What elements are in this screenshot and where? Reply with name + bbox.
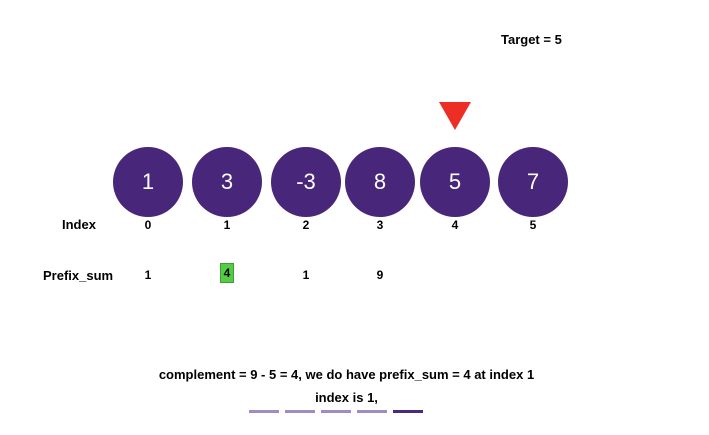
caption-line-2: index is 1, [315, 390, 378, 405]
prefix-sum-cell-3: 9 [376, 268, 384, 282]
index-cell-2: 2 [302, 218, 310, 232]
index-row-label: Index [62, 217, 96, 232]
array-node-0: 1 [113, 147, 183, 217]
array-node-5: 7 [498, 147, 568, 217]
index-cell-0: 0 [144, 218, 152, 232]
array-node-1: 3 [192, 147, 262, 217]
array-node-4: 5 [420, 147, 490, 217]
target-label: Target = 5 [501, 32, 562, 47]
prefix-sum-cell-0: 1 [144, 268, 152, 282]
progress-step-2[interactable] [285, 410, 315, 413]
progress-step-5[interactable] [393, 410, 423, 413]
prefix-sum-cell-2: 1 [302, 268, 310, 282]
progress-step-4[interactable] [357, 410, 387, 413]
prefix-sum-row-label: Prefix_sum [43, 268, 114, 283]
index-cell-4: 4 [451, 218, 459, 232]
array-node-3: 8 [345, 147, 415, 217]
caption-line-1: complement = 9 - 5 = 4, we do have prefi… [158, 367, 535, 382]
progress-step-3[interactable] [321, 410, 351, 413]
index-cell-3: 3 [376, 218, 384, 232]
prefix-sum-cell-1: 4 [212, 263, 242, 283]
index-cell-5: 5 [529, 218, 537, 232]
progress-step-1[interactable] [249, 410, 279, 413]
pointer-arrow-icon [439, 102, 471, 130]
prefix-sum-highlight: 4 [219, 263, 235, 283]
index-cell-1: 1 [223, 218, 231, 232]
array-node-2: -3 [271, 147, 341, 217]
